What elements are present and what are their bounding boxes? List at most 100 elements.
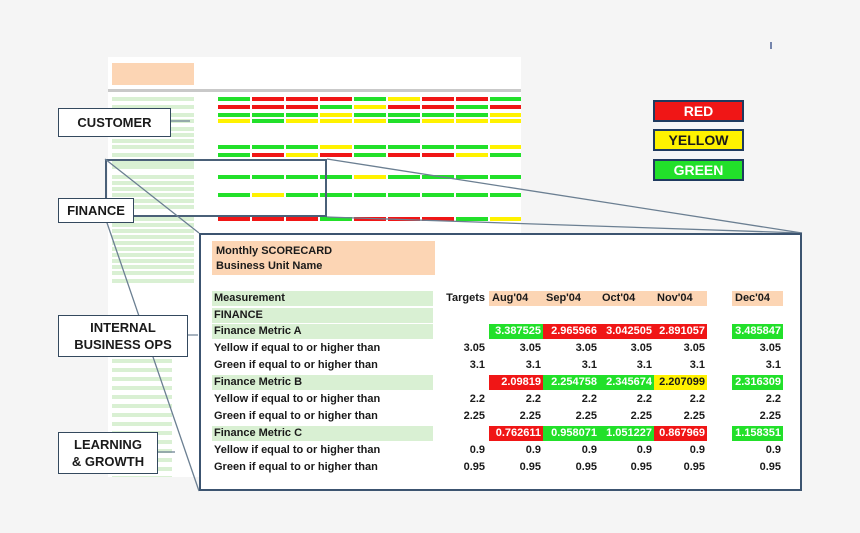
thumbnail-label — [112, 153, 194, 157]
thumbnail-cell — [354, 119, 386, 123]
thumbnail-cell — [422, 145, 454, 149]
row-target — [440, 375, 487, 390]
row-value: 0.9 — [581, 444, 597, 456]
thumbnail-cell — [218, 217, 250, 221]
thumbnail-cell — [422, 119, 454, 123]
thumbnail-cell — [286, 145, 318, 149]
thumbnail-cell — [422, 97, 454, 101]
thumbnail-cell — [286, 105, 318, 109]
thumbnail-label — [112, 395, 172, 399]
thumbnail-cell — [388, 105, 420, 109]
zoom-line-left — [104, 158, 200, 234]
row-value: 2.25 — [519, 410, 541, 422]
zoom-line-right — [326, 216, 803, 234]
row-value: 0.867969 — [654, 426, 707, 441]
callout-customer: CUSTOMER — [58, 108, 171, 137]
thumbnail-label — [112, 241, 194, 245]
thumbnail-cell — [252, 119, 284, 123]
thumbnail-label — [112, 413, 172, 417]
thumbnail-header-strip — [108, 89, 521, 92]
thumbnail-label — [112, 217, 194, 221]
callout-finance: FINANCE — [58, 198, 134, 223]
row-value: 0.9 — [689, 444, 705, 456]
thumbnail-cell — [354, 97, 386, 101]
row-label: Finance Metric A — [212, 324, 433, 339]
thumbnail-cell — [422, 105, 454, 109]
thumbnail-cell — [354, 105, 386, 109]
row-value: 2.965966 — [543, 324, 599, 339]
thumbnail-label — [112, 199, 194, 203]
thumbnail-label — [112, 377, 172, 381]
thumbnail-label — [112, 271, 194, 275]
row-value: 2.2 — [636, 393, 652, 405]
row-value: 2.891057 — [654, 324, 707, 339]
thumbnail-cell — [320, 193, 352, 197]
row-value: 3.05 — [759, 342, 781, 354]
row-value: 0.762611 — [489, 426, 543, 441]
legend-red: RED — [653, 100, 744, 122]
row-value: 3.1 — [689, 359, 705, 371]
thumbnail-cell — [354, 193, 386, 197]
row-label: Finance Metric C — [212, 426, 433, 441]
thumbnail-cell — [456, 97, 488, 101]
thumbnail-cell — [286, 153, 318, 157]
thumbnail-cell — [354, 175, 386, 179]
thumbnail-cell — [218, 97, 250, 101]
header-targets: Targets — [446, 292, 485, 304]
thumbnail-label — [112, 265, 194, 269]
thumbnail-cell — [320, 97, 352, 101]
row-value: 2.2 — [525, 393, 541, 405]
thumbnail-cell — [388, 153, 420, 157]
thumbnail-cell — [286, 113, 318, 117]
row-value: 3.1 — [636, 359, 652, 371]
row-value: 3.1 — [525, 359, 541, 371]
row-value: 2.316309 — [732, 375, 783, 390]
header-measurement: Measurement — [212, 291, 433, 306]
thumbnail-cell — [456, 113, 488, 117]
callout-internal-business-ops: INTERNAL BUSINESS OPS — [58, 315, 188, 357]
thumbnail-cell — [252, 145, 284, 149]
row-label: Green if equal to or higher than — [214, 410, 378, 422]
legend-yellow: YELLOW — [653, 129, 744, 151]
thumbnail-cell — [490, 193, 521, 197]
row-value: 2.2 — [765, 393, 781, 405]
thumbnail-cell — [286, 119, 318, 123]
thumbnail-cell — [456, 145, 488, 149]
thumbnail-cell — [320, 217, 352, 221]
thumbnail-cell — [490, 153, 521, 157]
thumbnail-label — [112, 386, 172, 390]
row-target: 0.95 — [463, 461, 485, 473]
thumbnail-cell — [252, 105, 284, 109]
thumbnail-label — [112, 145, 194, 149]
legend-green: GREEN — [653, 159, 744, 181]
row-target — [440, 426, 487, 441]
row-label: Finance Metric B — [212, 375, 433, 390]
zoomed-scorecard-panel: Monthly SCORECARD Business Unit Name Mea… — [199, 233, 802, 491]
thumbnail-cell — [286, 193, 318, 197]
zoom-line-top — [326, 158, 803, 234]
thumbnail-cell — [422, 193, 454, 197]
thumbnail-label — [112, 193, 194, 197]
thumbnail-cell — [388, 193, 420, 197]
row-value: 3.387525 — [489, 324, 543, 339]
row-label: Green if equal to or higher than — [214, 461, 378, 473]
thumbnail-cell — [320, 153, 352, 157]
thumbnail-cell — [286, 217, 318, 221]
thumbnail-label — [112, 161, 194, 165]
row-target: 2.2 — [469, 393, 485, 405]
thumbnail-cell — [456, 153, 488, 157]
thumbnail-cell — [218, 175, 250, 179]
thumbnail-cell — [490, 175, 521, 179]
row-label: Yellow if equal to or higher than — [214, 342, 381, 354]
thumbnail-cell — [252, 175, 284, 179]
thumbnail-label — [112, 187, 194, 191]
row-target: 3.1 — [469, 359, 485, 371]
scorecard-title: Monthly SCORECARD — [216, 245, 333, 257]
thumbnail-title-block — [112, 63, 194, 85]
thumbnail-label — [112, 229, 194, 233]
thumbnail-cell — [490, 217, 521, 221]
thumbnail-label — [112, 368, 172, 372]
thumbnail-label — [112, 223, 194, 227]
row-value: 0.958071 — [543, 426, 599, 441]
